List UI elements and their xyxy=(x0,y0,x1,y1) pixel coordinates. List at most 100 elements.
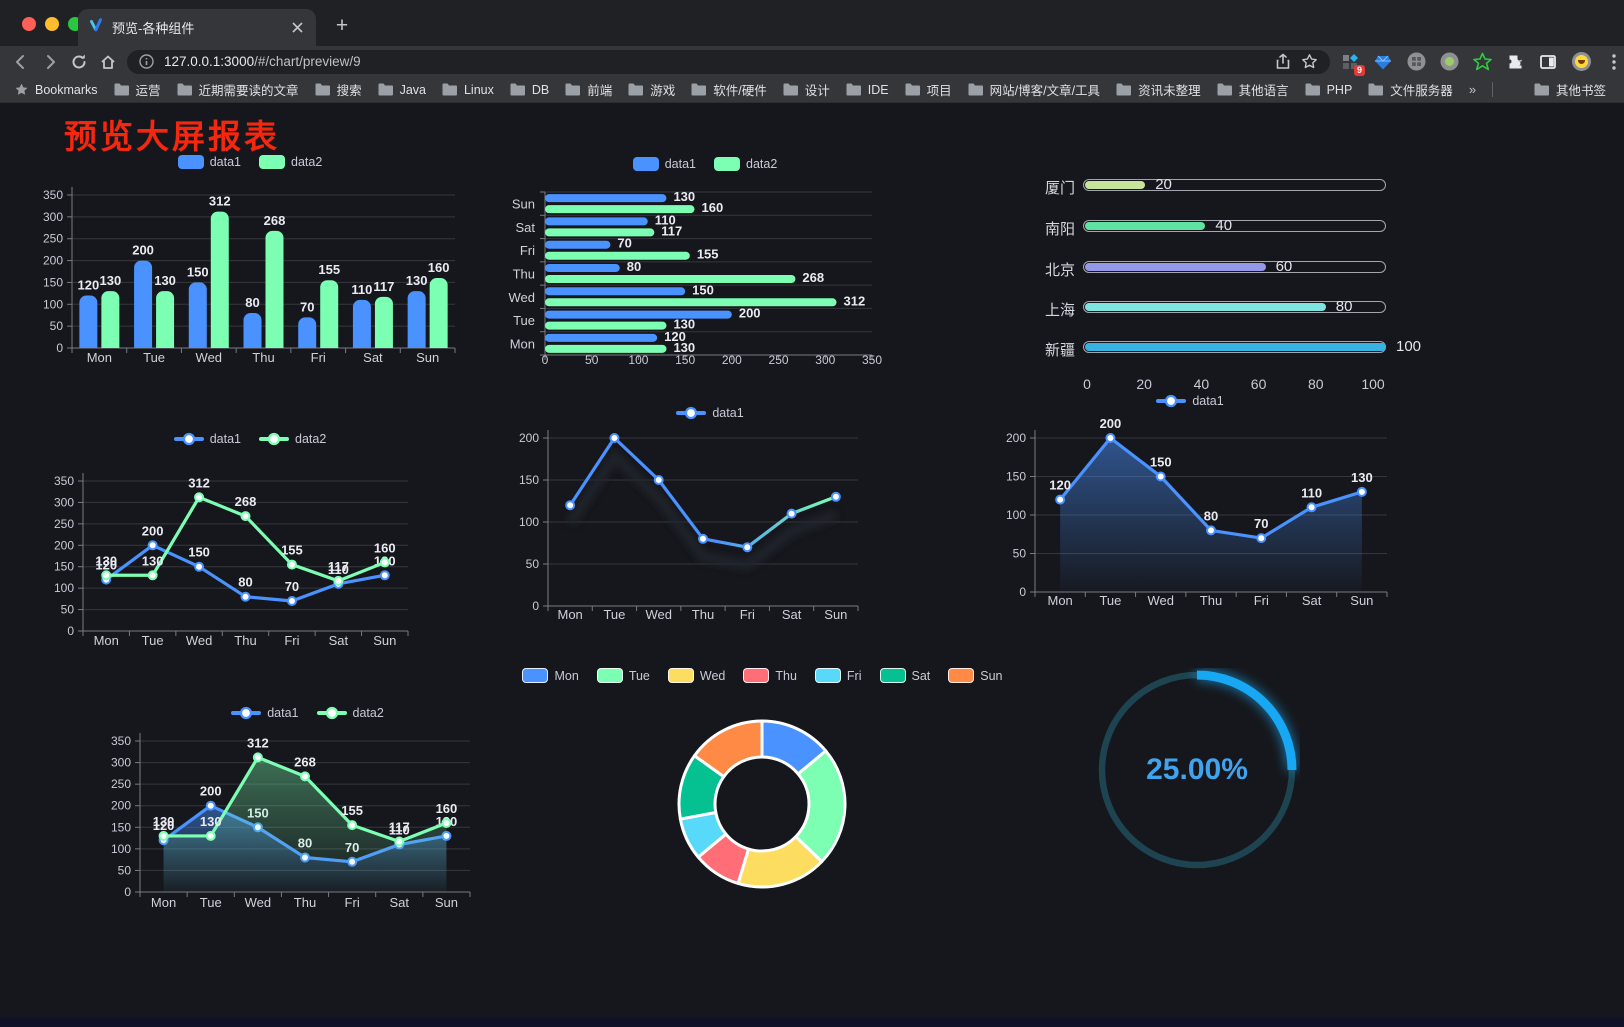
chart-legend: data1 xyxy=(985,394,1395,408)
axis-tick: 100 xyxy=(1361,376,1385,392)
series-data1: 120 200 150 80 70 110 130 xyxy=(1049,416,1373,592)
svg-text:Thu: Thu xyxy=(234,633,256,648)
chart-legend: Mon Tue Wed Thu Fri Sat Sun xyxy=(522,668,1003,683)
extension-star-icon[interactable] xyxy=(1472,52,1492,72)
axis-tick: 20 xyxy=(1136,376,1152,392)
svg-text:Thu: Thu xyxy=(252,350,274,365)
reload-icon[interactable] xyxy=(70,53,88,71)
progress-fill xyxy=(1085,222,1206,230)
axis-tick: 60 xyxy=(1250,376,1267,392)
legend-item-data2[interactable]: data2 xyxy=(259,432,326,446)
bookmark-folder[interactable]: 搜索 xyxy=(315,80,362,99)
profile-avatar[interactable] xyxy=(1571,52,1591,72)
browser-tab[interactable]: 预览-各种组件 xyxy=(78,9,316,46)
svg-text:250: 250 xyxy=(43,232,63,246)
url-bar[interactable]: 127.0.0.1:3000/#/chart/preview/9 xyxy=(127,49,1330,74)
svg-text:Sat: Sat xyxy=(1302,593,1322,608)
side-panel-icon[interactable] xyxy=(1538,52,1558,72)
grouped-bar-chart-canvas: 0 50 100 150 200 250 300 350 Mon Tue Wed Thu Fri Sat S… xyxy=(43,187,456,365)
progress-value: 40 xyxy=(1215,217,1233,234)
bookmark-folder[interactable]: IDE xyxy=(846,83,889,97)
legend-item-Sat[interactable]: Sat xyxy=(879,668,930,683)
legend-item-data2[interactable]: data2 xyxy=(259,155,322,169)
legend-item-Wed[interactable]: Wed xyxy=(667,668,725,683)
bookmark-folder[interactable]: Java xyxy=(378,83,426,97)
legend-item-Mon[interactable]: Mon xyxy=(522,668,579,683)
legend-item-data1[interactable]: data1 xyxy=(1156,394,1224,408)
bookmark-folder[interactable]: 项目 xyxy=(905,80,952,99)
window-controls xyxy=(22,17,82,31)
bookmark-folder[interactable]: Linux xyxy=(442,83,494,97)
multi-area-line-chart: data1 data2 0 50 100 150 200 250 300 350 Mon Tue Wed… xyxy=(95,678,520,928)
forward-icon[interactable] xyxy=(41,53,59,71)
bookmark-folder[interactable]: 设计 xyxy=(783,80,830,99)
bookmark-folder[interactable]: 前端 xyxy=(565,80,612,99)
new-tab-button[interactable]: + xyxy=(335,14,349,37)
bookmark-folder[interactable]: 网站/博客/文章/工具 xyxy=(968,80,1100,99)
svg-text:70: 70 xyxy=(617,236,631,251)
legend-item-data1[interactable]: data1 xyxy=(676,406,744,420)
extension-grid-icon[interactable]: 9 xyxy=(1340,52,1365,76)
extension-gem-icon[interactable] xyxy=(1373,52,1393,72)
legend-item-data1[interactable]: data1 xyxy=(632,157,696,171)
svg-text:Thu: Thu xyxy=(294,895,316,910)
progress-fill xyxy=(1085,343,1386,351)
multi-line-chart: data1 data2 0 50 100 150 200 250 300 350 Mon Tue Wed… xyxy=(40,425,460,665)
legend-item-Fri[interactable]: Fri xyxy=(814,668,862,683)
back-icon[interactable] xyxy=(12,53,30,71)
svg-text:100: 100 xyxy=(54,581,74,595)
share-icon[interactable] xyxy=(1275,53,1291,70)
page-info-icon[interactable] xyxy=(139,54,154,69)
gradient-line-chart-canvas: 0 50 100 150 200 Mon Tue Wed Thu Fri Sat Sun xyxy=(519,430,859,622)
legend-item-data2[interactable]: data2 xyxy=(316,706,384,720)
bookmark-folder[interactable]: 游戏 xyxy=(628,80,675,99)
bookmark-folder[interactable]: 资讯未整理 xyxy=(1116,80,1201,99)
tab-close-icon[interactable] xyxy=(288,19,306,37)
legend-item-data1[interactable]: data1 xyxy=(173,432,241,446)
bookmarks-divider xyxy=(1492,82,1494,97)
bookmark-folder[interactable]: 运营 xyxy=(114,80,161,99)
home-icon[interactable] xyxy=(99,53,117,71)
folder-icon xyxy=(783,83,798,96)
page-bottom-strip xyxy=(0,1018,1624,1027)
legend-item-data2[interactable]: data2 xyxy=(714,157,777,171)
legend-item-Sun[interactable]: Sun xyxy=(948,668,1003,683)
svg-text:250: 250 xyxy=(54,517,74,531)
svg-text:130: 130 xyxy=(406,273,428,288)
progress-label: 厦门 xyxy=(1044,180,1075,197)
progress-track xyxy=(1083,261,1386,273)
bookmarks-overflow-chevron[interactable]: » xyxy=(1468,82,1477,97)
bookmark-star-icon[interactable] xyxy=(1301,53,1318,70)
extension-darkreader-icon[interactable] xyxy=(1406,52,1426,72)
legend-item-data1[interactable]: data1 xyxy=(231,706,299,720)
svg-text:117: 117 xyxy=(373,279,394,294)
folder-icon xyxy=(565,83,581,96)
bookmark-folder[interactable]: 文件服务器 xyxy=(1368,80,1453,99)
gradient-line-chart: data1 0 50 100 150 200 Mon Tue Wed Thu Fri Sat Sun xyxy=(500,398,920,638)
svg-text:100: 100 xyxy=(628,353,648,367)
other-bookmarks-folder[interactable]: 其他书签 xyxy=(1534,80,1610,99)
extension-record-icon[interactable] xyxy=(1439,52,1459,72)
svg-text:Fri: Fri xyxy=(345,895,360,910)
svg-text:312: 312 xyxy=(247,735,269,750)
bookmark-folder[interactable]: DB xyxy=(510,83,549,97)
legend-item-Tue[interactable]: Tue xyxy=(596,668,650,683)
svg-text:Sun: Sun xyxy=(512,197,535,212)
svg-text:268: 268 xyxy=(235,494,257,509)
svg-text:130: 130 xyxy=(673,340,695,355)
legend-item-data1[interactable]: data1 xyxy=(177,155,241,169)
legend-item-Thu[interactable]: Thu xyxy=(743,668,797,683)
bookmark-folder[interactable]: 软件/硬件 xyxy=(691,80,767,99)
svg-text:160: 160 xyxy=(428,260,450,275)
bookmark-folder[interactable]: 近期需要读的文章 xyxy=(177,80,299,99)
extension-puzzle-icon[interactable] xyxy=(1505,52,1525,72)
folder-icon xyxy=(442,83,457,96)
minimize-window-button[interactable] xyxy=(45,17,59,31)
bookmark-folder[interactable]: PHP xyxy=(1305,83,1352,97)
bookmark-folder[interactable]: 其他语言 xyxy=(1217,80,1289,99)
menu-dots-icon[interactable] xyxy=(1604,52,1624,72)
bookmarks-manager[interactable]: Bookmarks xyxy=(14,82,98,97)
close-window-button[interactable] xyxy=(22,17,36,31)
